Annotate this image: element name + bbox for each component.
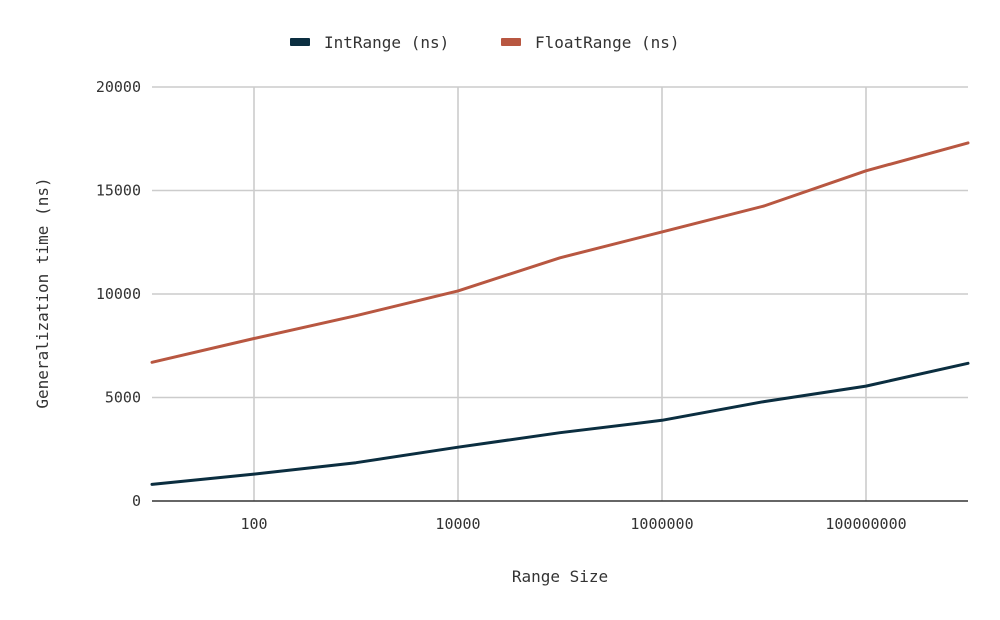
y-axis-title: Generalization time (ns): [33, 177, 52, 408]
x-tick-label: 10000: [435, 515, 480, 533]
y-tick-label: 15000: [96, 182, 141, 200]
legend-label: FloatRange (ns): [535, 33, 680, 52]
grid-lines: [152, 86, 968, 501]
legend-label: IntRange (ns): [324, 33, 449, 52]
y-tick-label: 20000: [96, 78, 141, 96]
x-tick-label: 1000000: [630, 515, 693, 533]
series-line-floatrange: [150, 141, 970, 364]
legend: IntRange (ns) FloatRange (ns): [290, 33, 680, 52]
legend-swatch: [501, 38, 521, 46]
x-axis-ticks: 100 10000 1000000 100000000: [240, 515, 906, 533]
x-tick-label: 100000000: [825, 515, 906, 533]
x-axis-title: Range Size: [512, 567, 608, 586]
series-lines: [150, 141, 970, 486]
series-line-intrange: [150, 361, 970, 486]
x-tick-label: 100: [240, 515, 267, 533]
y-tick-label: 10000: [96, 285, 141, 303]
y-axis-ticks: 0 5000 10000 15000 20000: [96, 78, 141, 510]
legend-swatch: [290, 38, 310, 46]
y-tick-label: 5000: [105, 389, 141, 407]
y-tick-label: 0: [132, 492, 141, 510]
